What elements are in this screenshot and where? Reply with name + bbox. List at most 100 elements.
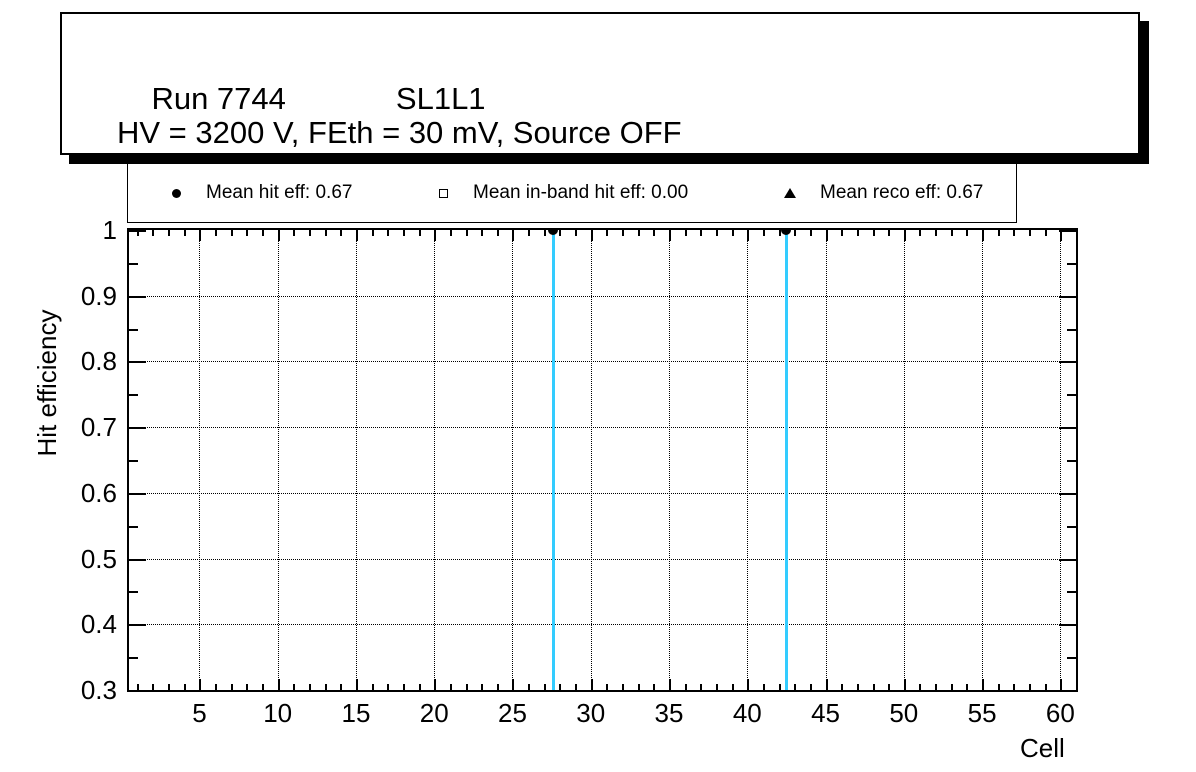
x-axis-tick-label: 25 bbox=[498, 698, 527, 728]
x-axis-minor-tick bbox=[700, 684, 703, 690]
x-axis-minor-tick bbox=[606, 684, 609, 690]
x-axis-minor-tick bbox=[402, 230, 405, 236]
x-axis-minor-tick bbox=[559, 230, 562, 236]
x-axis-minor-tick bbox=[465, 684, 468, 690]
y-axis-tick bbox=[129, 295, 146, 298]
x-axis-tick bbox=[277, 230, 280, 241]
x-axis-minor-tick bbox=[215, 684, 218, 690]
x-axis-tick bbox=[355, 679, 358, 690]
x-axis-minor-tick bbox=[371, 230, 374, 236]
x-axis-minor-tick bbox=[559, 684, 562, 690]
x-axis-minor-tick bbox=[997, 684, 1000, 690]
y-axis-tick-label: 0.9 bbox=[80, 280, 117, 311]
x-axis-minor-tick bbox=[606, 230, 609, 236]
y-axis-tick-label: 0.8 bbox=[80, 346, 117, 377]
x-axis-minor-tick bbox=[496, 230, 499, 236]
x-axis-minor-tick bbox=[496, 684, 499, 690]
y-axis-minor-tick bbox=[1067, 394, 1076, 397]
x-axis-minor-tick bbox=[136, 684, 139, 690]
gridline-vertical bbox=[590, 230, 592, 690]
x-axis-tick-label: 15 bbox=[341, 698, 371, 728]
title-conditions-label: HV = 3200 V, FEth = 30 mV, Source OFF bbox=[117, 115, 682, 150]
x-axis-minor-tick bbox=[575, 684, 578, 690]
x-axis-minor-tick bbox=[872, 684, 875, 690]
x-axis-tick bbox=[669, 679, 672, 690]
gridline-vertical bbox=[277, 230, 279, 690]
gridline-vertical bbox=[199, 230, 201, 690]
y-axis-tick bbox=[1059, 361, 1076, 364]
x-axis-tick bbox=[825, 230, 828, 241]
gridline-horizontal bbox=[129, 558, 1076, 560]
x-axis-minor-tick bbox=[449, 684, 452, 690]
x-axis-minor-tick bbox=[1029, 230, 1032, 236]
y-axis-tick-label: 0.6 bbox=[80, 477, 117, 508]
x-axis-minor-tick bbox=[543, 684, 546, 690]
x-axis-tick bbox=[434, 679, 437, 690]
x-axis-title: Cell bbox=[1020, 733, 1065, 763]
x-axis-tick-label: 55 bbox=[967, 698, 997, 728]
x-axis-minor-tick bbox=[246, 230, 249, 236]
x-axis-tick bbox=[199, 679, 202, 690]
y-axis-minor-tick bbox=[129, 525, 138, 528]
x-axis-minor-tick bbox=[653, 230, 656, 236]
x-axis-tick bbox=[277, 679, 280, 690]
legend-label-mean-hit-eff: Mean hit eff: 0.67 bbox=[206, 182, 353, 203]
x-axis-minor-tick bbox=[700, 230, 703, 236]
y-axis-minor-tick bbox=[129, 328, 138, 331]
x-axis-tick-label: 40 bbox=[732, 698, 762, 728]
gridline-vertical bbox=[903, 230, 905, 690]
x-axis-tick bbox=[590, 230, 593, 241]
x-axis-minor-tick bbox=[168, 230, 171, 236]
x-axis-minor-tick bbox=[371, 684, 374, 690]
title-box: Run 7744 SL1L1 HV = 3200 V, FEth = 30 mV,… bbox=[60, 12, 1140, 155]
x-axis-minor-tick bbox=[465, 230, 468, 236]
x-axis-tick-label: 35 bbox=[654, 698, 684, 728]
y-axis-tick-label: 1 bbox=[102, 215, 117, 245]
legend-box: Mean hit eff: 0.67 Mean in-band hit eff:… bbox=[127, 163, 1017, 223]
x-axis-minor-tick bbox=[230, 684, 233, 690]
gridline-horizontal bbox=[129, 295, 1076, 297]
y-axis-tick bbox=[1059, 624, 1076, 627]
x-axis-tick-label: 60 bbox=[1045, 698, 1075, 728]
x-axis-minor-tick bbox=[215, 230, 218, 236]
x-axis-minor-tick bbox=[684, 230, 687, 236]
x-axis-tick bbox=[982, 679, 985, 690]
x-axis-minor-tick bbox=[449, 230, 452, 236]
y-axis-tick bbox=[1059, 295, 1076, 298]
x-axis-tick bbox=[1060, 679, 1063, 690]
y-axis-tick bbox=[129, 427, 146, 430]
x-axis-minor-tick bbox=[340, 684, 343, 690]
y-axis-minor-tick bbox=[1067, 460, 1076, 462]
x-axis-minor-tick bbox=[684, 684, 687, 690]
x-axis-tick bbox=[199, 230, 202, 241]
x-axis-minor-tick bbox=[152, 230, 155, 236]
x-axis-tick-label: 10 bbox=[263, 698, 293, 728]
x-axis-tick bbox=[903, 230, 906, 241]
data-point-marker bbox=[781, 230, 792, 235]
x-axis-minor-tick bbox=[324, 684, 327, 690]
x-axis-minor-tick bbox=[402, 684, 405, 690]
y-axis-tick bbox=[1059, 427, 1076, 430]
x-axis-minor-tick bbox=[778, 230, 781, 236]
y-axis-minor-tick bbox=[1067, 262, 1076, 265]
y-axis-tick bbox=[129, 624, 146, 627]
y-axis-minor-tick bbox=[129, 394, 138, 397]
x-axis-minor-tick bbox=[183, 230, 186, 236]
x-axis-minor-tick bbox=[230, 230, 233, 236]
gridline-vertical bbox=[512, 230, 514, 690]
y-axis-tick bbox=[1059, 558, 1076, 561]
y-axis-title: Hit efficiency bbox=[32, 309, 62, 457]
x-axis-minor-tick bbox=[888, 230, 891, 236]
x-axis-minor-tick bbox=[309, 230, 311, 236]
x-axis-tick-label: 5 bbox=[192, 698, 207, 728]
x-axis-minor-tick bbox=[622, 684, 625, 690]
x-axis-minor-tick bbox=[841, 230, 844, 236]
x-axis-tick bbox=[747, 679, 750, 690]
gridline-horizontal bbox=[129, 427, 1076, 429]
y-axis-minor-tick bbox=[1067, 591, 1076, 594]
x-axis-minor-tick bbox=[856, 230, 859, 236]
y-axis-tick-label: 0.3 bbox=[80, 675, 117, 705]
y-axis-tick bbox=[129, 492, 146, 495]
x-axis-minor-tick bbox=[183, 684, 186, 690]
x-axis-minor-tick bbox=[762, 684, 765, 690]
